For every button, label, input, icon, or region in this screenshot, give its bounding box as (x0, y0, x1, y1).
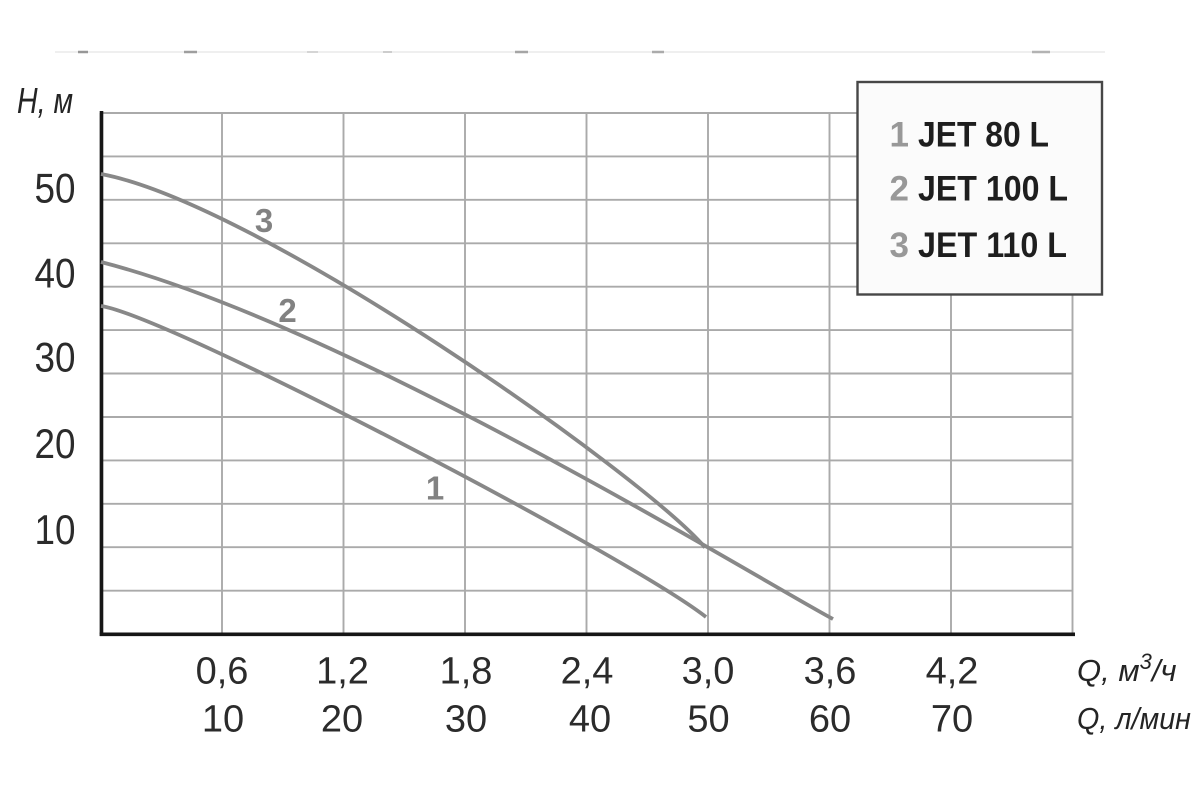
svg-text:1,8: 1,8 (440, 651, 493, 693)
svg-text:Q, л/мин: Q, л/мин (1077, 701, 1191, 736)
svg-text:2: 2 (890, 170, 909, 209)
svg-text:3: 3 (255, 202, 273, 239)
svg-text:50: 50 (687, 699, 729, 741)
svg-text:50: 50 (35, 165, 76, 212)
svg-text:H, м: H, м (17, 80, 73, 121)
svg-text:Q, м3/ч: Q, м3/ч (1077, 649, 1177, 688)
svg-text:60: 60 (809, 699, 851, 741)
svg-text:0,6: 0,6 (196, 651, 249, 693)
svg-text:40: 40 (35, 250, 76, 297)
svg-text:70: 70 (931, 699, 973, 741)
svg-text:1,2: 1,2 (316, 651, 369, 693)
svg-text:30: 30 (445, 699, 487, 741)
svg-text:3: 3 (890, 226, 909, 265)
svg-text:40: 40 (569, 699, 611, 741)
svg-text:1: 1 (890, 116, 909, 155)
svg-text:JET 110 L: JET 110 L (918, 226, 1067, 265)
svg-text:1: 1 (426, 470, 444, 507)
svg-text:10: 10 (35, 506, 76, 553)
svg-text:10: 10 (202, 699, 244, 741)
svg-text:JET 100 L: JET 100 L (918, 170, 1068, 209)
svg-text:30: 30 (35, 334, 76, 381)
svg-text:4,2: 4,2 (926, 651, 979, 693)
svg-text:2,4: 2,4 (561, 651, 614, 693)
svg-text:3,0: 3,0 (682, 651, 735, 693)
svg-text:3,6: 3,6 (804, 651, 857, 693)
svg-text:2: 2 (278, 292, 296, 329)
svg-text:20: 20 (35, 420, 76, 467)
svg-text:JET 80 L: JET 80 L (918, 116, 1049, 155)
svg-text:20: 20 (321, 699, 363, 741)
